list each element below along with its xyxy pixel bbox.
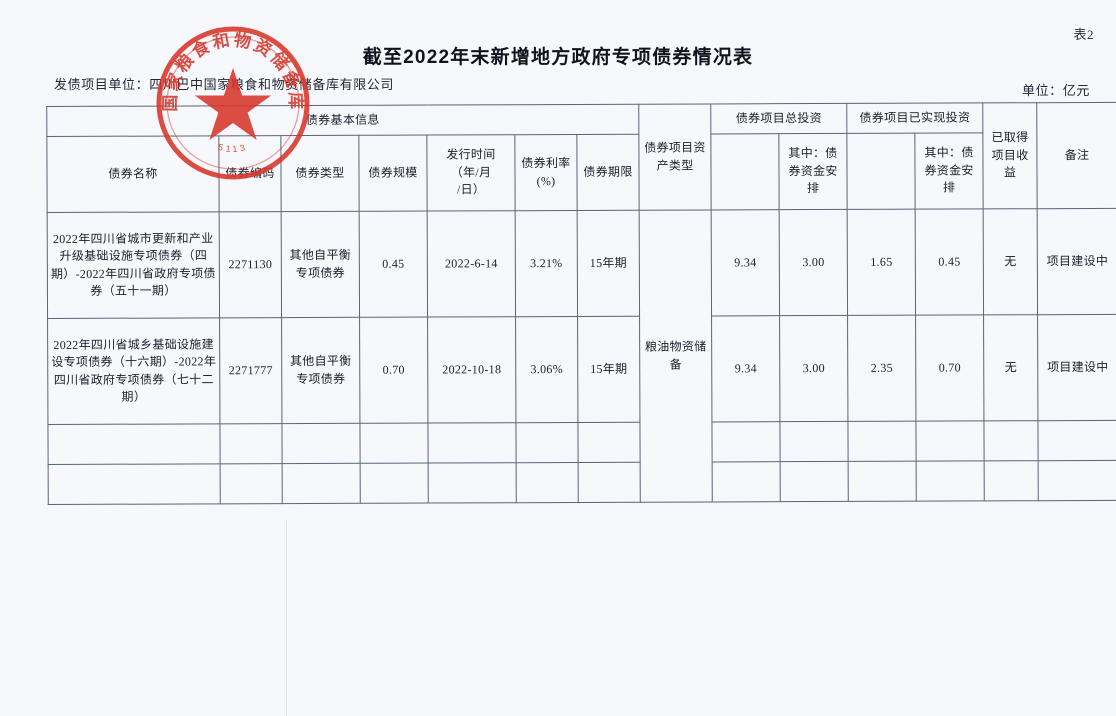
column-header-bond-name: 债券名称: [46, 135, 220, 213]
cell-bond-code: 2271777: [219, 317, 282, 424]
asset-type-text: 粮油物资储备: [644, 339, 707, 372]
cell-bond-code: 2271130: [219, 211, 282, 318]
cell-issue-date: 2022-10-18: [427, 316, 516, 424]
cell-bond-scale: [359, 423, 429, 464]
cell-remark: [1038, 460, 1116, 501]
column-header-total-investment-value: [710, 133, 780, 210]
cell-bond-rate: 3.06%: [515, 316, 578, 423]
issue-date-line1: 发行时间: [446, 147, 496, 162]
cell-realized-investment: 1.65: [847, 209, 916, 316]
cell-bond-term: [577, 422, 641, 463]
column-header-realized-income: 已取得项目收益: [982, 102, 1038, 209]
cell-asset-type-merged: 粮油物资储备: [639, 209, 713, 503]
issuer-unit-label: 发债项目单位：四川巴中国家粮食和物资储备库有限公司: [54, 77, 395, 92]
cell-issue-date: [428, 462, 517, 504]
cell-realized-income: 无: [983, 314, 1039, 421]
cell-remark: 项目建设中: [1037, 208, 1116, 315]
cell-bond-type: 其他自平衡专项债券: [281, 317, 360, 424]
cell-total-bond-funds: [780, 421, 849, 462]
column-header-bond-term: 债券期限: [576, 134, 640, 211]
bond-rate-line2: (%): [536, 173, 556, 188]
cell-total-investment: [712, 421, 781, 462]
of-which-realized-line1: 其中：债: [924, 145, 974, 161]
cell-bond-code: [219, 423, 283, 464]
cell-realized-investment: 2.35: [847, 315, 917, 422]
cell-bond-term: 15年期: [577, 210, 640, 317]
cell-bond-rate: [515, 422, 579, 463]
issue-date-line3: /日）: [456, 182, 486, 197]
cell-bond-term: 15年期: [577, 316, 641, 423]
currency-unit-label: 单位：亿元: [1021, 83, 1090, 98]
column-header-bond-rate: 债券利率 (%): [514, 134, 578, 211]
bond-rate-line1: 债券利率: [521, 156, 571, 171]
table-row-empty: [48, 460, 1116, 505]
cell-bond-name: 2022年四川省城市更新和产业升级基础设施专项债券（四期）-2022年四川省政府…: [47, 211, 220, 319]
issue-date-line2: （年/月: [450, 165, 492, 180]
table-row: 2022年四川省城市更新和产业升级基础设施专项债券（四期）-2022年四川省政府…: [47, 208, 1116, 503]
cell-realized-income: [984, 460, 1039, 501]
bond-table-container: 债券基本信息 债券项目资产类型 债券项目总投资 债券项目已实现投资 已取得项目收…: [46, 102, 1116, 505]
cell-remark: 项目建设中: [1037, 314, 1116, 421]
cell-bond-rate: [516, 462, 579, 503]
cell-bond-code: [220, 463, 283, 504]
column-header-issue-date: 发行时间 （年/月 /日）: [426, 134, 516, 212]
of-which-total-line2: 券资金安: [788, 163, 838, 178]
scan-artifact-line: [286, 520, 287, 716]
column-header-realized-bond-funds: 其中：债 券资金安 排: [914, 132, 984, 210]
cell-realized-investment: [848, 461, 917, 502]
cell-total-bond-funds: 3.00: [779, 315, 849, 422]
cell-bond-type: [281, 423, 361, 464]
cell-total-investment: [712, 461, 781, 502]
cell-total-investment: 9.34: [711, 315, 781, 422]
of-which-realized-line2: 券资金安: [924, 163, 974, 178]
table-row-empty: [47, 420, 1116, 465]
column-header-asset-type: 债券项目资产类型: [638, 103, 712, 211]
cell-realized-bond-funds: [916, 420, 985, 462]
cell-bond-name: [47, 423, 221, 465]
of-which-total-line1: 其中：债: [788, 146, 838, 161]
group-header-total-investment: 债券项目总投资: [710, 103, 847, 134]
cell-realized-income: [984, 420, 1039, 461]
of-which-realized-line3: 排: [942, 180, 956, 195]
cell-total-investment: 9.34: [711, 209, 780, 316]
group-header-bond-basic-info: 债券基本信息: [46, 104, 639, 137]
table-group-header-row: 债券基本信息 债券项目资产类型 债券项目总投资 债券项目已实现投资 已取得项目收…: [46, 102, 1116, 211]
cell-bond-rate: 3.21%: [515, 210, 578, 317]
page-title: 截至2022年末新增地方政府专项债券情况表: [362, 47, 754, 68]
column-header-realized-investment-value: [846, 133, 916, 210]
sheet-number-label: 表2: [1073, 27, 1094, 42]
column-header-remark: 备注: [1036, 102, 1116, 209]
table-row: 2022年四川省城乡基础设施建设专项债券（十六期）-2022年四川省政府专项债券…: [47, 314, 1116, 425]
of-which-total-line3: 排: [806, 181, 820, 196]
column-header-bond-type: 债券类型: [280, 135, 360, 212]
cell-realized-bond-funds: 0.70: [915, 314, 985, 422]
column-header-total-bond-funds: 其中：债 券资金安 排: [778, 133, 848, 210]
cell-total-bond-funds: 3.00: [779, 209, 848, 316]
cell-bond-scale: 0.45: [359, 211, 428, 318]
cell-bond-term: [578, 462, 641, 503]
cell-bond-name: [48, 463, 221, 505]
bond-table: 债券基本信息 债券项目资产类型 债券项目总投资 债券项目已实现投资 已取得项目收…: [46, 102, 1116, 505]
cell-remark: [1038, 420, 1116, 461]
cell-realized-investment: [848, 421, 917, 462]
cell-realized-bond-funds: 0.45: [915, 208, 984, 316]
column-header-bond-scale: 债券规模: [358, 135, 428, 212]
cell-bond-type: 其他自平衡专项债券: [281, 211, 360, 318]
cell-bond-scale: 0.70: [359, 317, 428, 424]
group-header-realized-investment: 债券项目已实现投资: [846, 102, 983, 134]
cell-realized-bond-funds: [916, 460, 985, 502]
cell-bond-name: 2022年四川省城乡基础设施建设专项债券（十六期）-2022年四川省政府专项债券…: [47, 317, 220, 425]
cell-bond-scale: [360, 463, 429, 504]
cell-total-bond-funds: [780, 461, 849, 502]
cell-issue-date: 2022-6-14: [427, 210, 516, 318]
table-column-header-row: 债券名称 债券编码 债券类型 债券规模 发行时间 （年/月 /日） 债券利率 (…: [46, 132, 1116, 213]
cell-bond-type: [282, 463, 361, 504]
column-header-bond-code: 债券编码: [218, 135, 282, 212]
cell-issue-date: [427, 422, 517, 464]
cell-realized-income: 无: [983, 208, 1038, 315]
